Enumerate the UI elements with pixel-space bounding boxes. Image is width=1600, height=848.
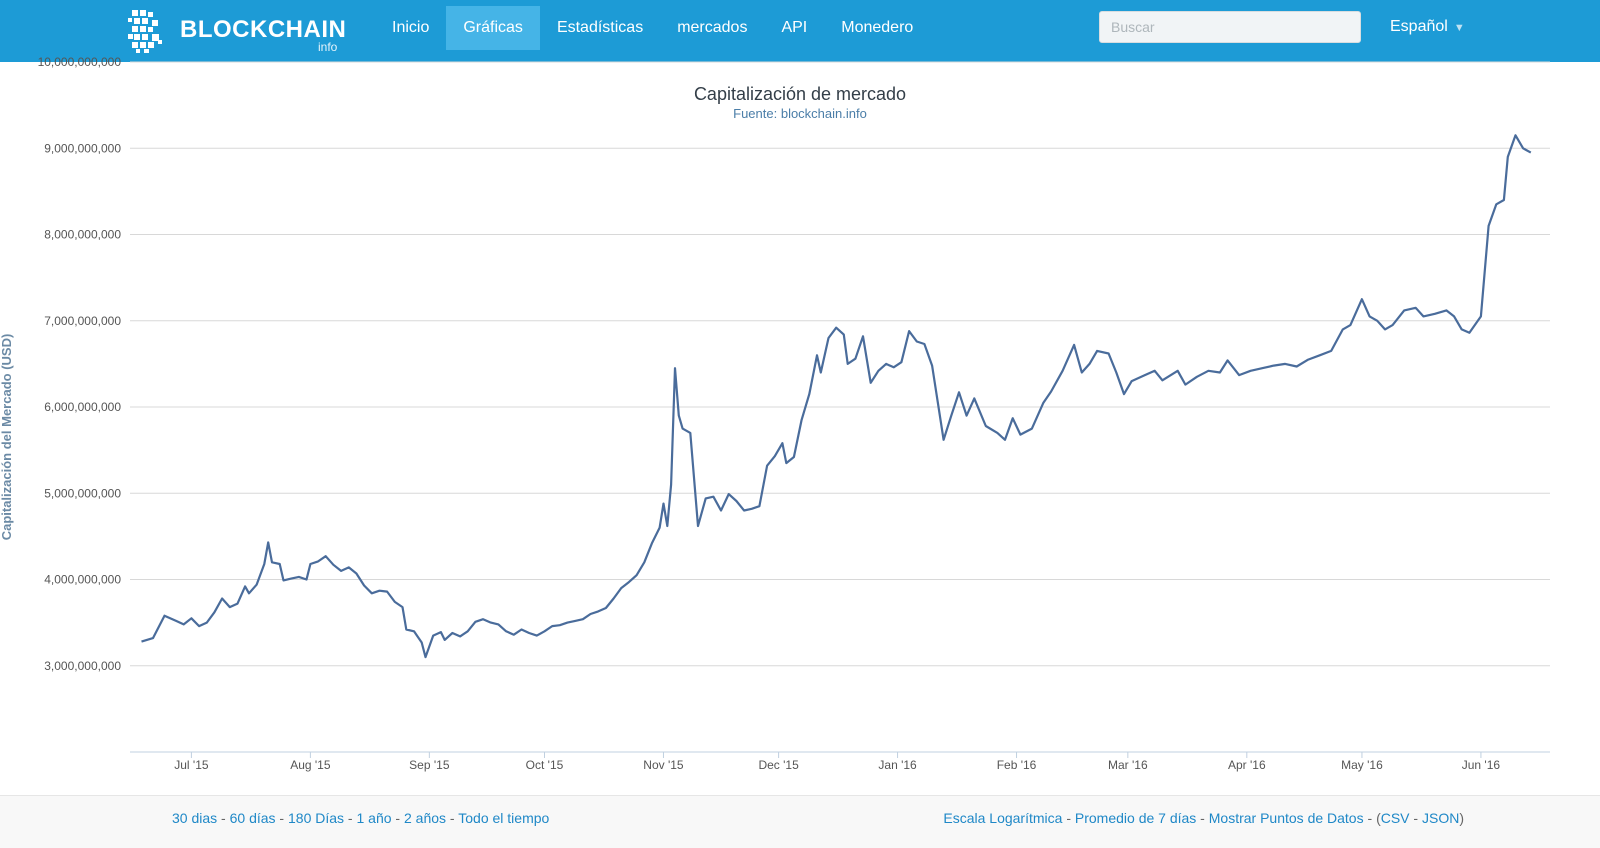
y-tick-label: 3,000,000,000 (44, 659, 121, 673)
link-separator: - (344, 810, 357, 826)
nav-item-inicio[interactable]: Inicio (392, 19, 430, 36)
timespan-link-2[interactable]: 180 Días (288, 810, 345, 826)
option-link-0[interactable]: Escala Logarítmica (943, 810, 1063, 826)
link-separator: - (1196, 810, 1209, 826)
nav-item-estadisticas[interactable]: Estadísticas (556, 19, 644, 36)
y-tick-label: 8,000,000,000 (44, 228, 121, 242)
chevron-down-icon: ▼ (1453, 22, 1465, 34)
x-tick-label: Nov '15 (643, 758, 684, 772)
x-tick-label: Jan '16 (878, 758, 917, 772)
main-nav: Inicio Gráficas Estadísticas mercados API Mon… (375, 6, 930, 56)
x-tick-label: Aug '15 (290, 758, 331, 772)
x-tick-label: Feb '16 (997, 758, 1037, 772)
search-input[interactable]: Buscar (1099, 11, 1361, 43)
link-separator: - (1409, 810, 1422, 826)
x-tick-label: Sep '15 (409, 758, 450, 772)
option-link-1[interactable]: Promedio de 7 días (1074, 810, 1197, 826)
export-link-csv[interactable]: CSV (1380, 810, 1410, 826)
x-tick-label: Apr '16 (1228, 758, 1266, 772)
paren-close: ) (1459, 810, 1464, 826)
timespan-link-0[interactable]: 30 dias (172, 810, 218, 826)
link-separator: - (275, 810, 288, 826)
x-tick-label: Oct '15 (526, 758, 564, 772)
x-tick-label: Mar '16 (1108, 758, 1148, 772)
y-tick-label: 9,000,000,000 (44, 141, 121, 155)
blockchain-logo[interactable]: BLOCKCHAIN info (128, 8, 358, 54)
y-tick-label: 6,000,000,000 (44, 400, 121, 414)
timespan-link-1[interactable]: 60 días (229, 810, 276, 826)
language-selector[interactable]: Español ▼ (1390, 18, 1465, 36)
link-separator: - (217, 810, 230, 826)
nav-item-monedero[interactable]: Monedero (841, 19, 914, 36)
nav-item-graficas[interactable]: Gráficas (446, 6, 540, 50)
language-label: Español (1390, 18, 1448, 35)
chart-option-links: Escala Logarítmica - Promedio de 7 días … (943, 810, 1464, 826)
blockchain-logo-icon (128, 10, 162, 53)
link-separator: - (391, 810, 404, 826)
y-axis-title: Capitalización del Mercado (USD) (0, 334, 14, 541)
x-tick-label: Jul '15 (174, 758, 209, 772)
market-cap-chart: 3,000,000,000 4,000,000,000 5,000,000,000 6… (0, 55, 1550, 772)
top-navbar: BLOCKCHAIN info Inicio Gráficas Estadístic… (0, 0, 1600, 62)
export-link-json[interactable]: JSON (1421, 810, 1460, 826)
option-link-2[interactable]: Mostrar Puntos de Datos (1208, 810, 1364, 826)
series-line-0 (141, 134, 1532, 659)
link-separator: - (1363, 810, 1377, 826)
timespan-link-3[interactable]: 1 año (356, 810, 392, 826)
brand-name: BLOCKCHAIN (180, 16, 347, 43)
chart-subtitle: Fuente: blockchain.info (733, 106, 867, 121)
nav-item-api[interactable]: API (781, 19, 808, 36)
x-tick-label: Jun '16 (1462, 758, 1501, 772)
timespan-link-5[interactable]: Todo el tiempo (458, 810, 550, 826)
link-separator: - (446, 810, 459, 826)
y-tick-label: 7,000,000,000 (44, 314, 121, 328)
chart-title: Capitalización de mercado (693, 84, 907, 104)
timespan-link-4[interactable]: 2 años (404, 810, 447, 826)
link-separator: - (1062, 810, 1075, 826)
nav-item-mercados[interactable]: mercados (677, 19, 748, 36)
timespan-links: 30 dias - 60 días - 180 Días - 1 año - 2… (172, 810, 549, 826)
brand-subtitle: info (318, 40, 338, 54)
y-tick-label: 10,000,000,000 (38, 55, 122, 69)
y-tick-label: 5,000,000,000 (44, 486, 121, 500)
chart-options-bar: 30 dias - 60 días - 180 Días - 1 año - 2… (0, 795, 1600, 848)
paren-open: ( (1376, 810, 1381, 826)
x-tick-label: May '16 (1341, 758, 1383, 772)
x-tick-label: Dec '15 (758, 758, 799, 772)
y-tick-label: 4,000,000,000 (44, 573, 121, 587)
